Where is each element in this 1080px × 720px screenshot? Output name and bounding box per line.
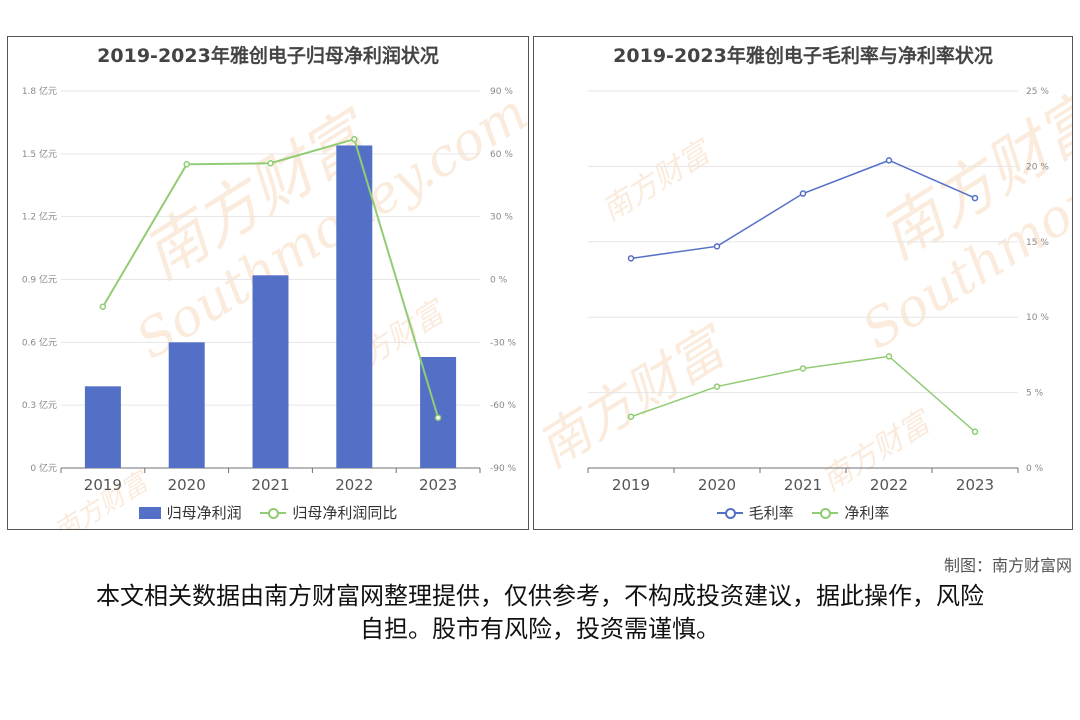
line-swatch	[716, 507, 743, 519]
x-tick-label: 2022	[870, 476, 908, 494]
data-point	[799, 365, 807, 372]
x-tick-label: 2021	[251, 476, 289, 494]
margin-chart-panel: 南方财富 Southmoney.com 南方财富 南方财富 南方财富 2019-…	[533, 36, 1073, 530]
y-tick-label: 20 %	[1026, 162, 1049, 172]
y-tick-label: 0 亿元	[30, 462, 57, 474]
y-tick-label: 10 %	[1026, 313, 1049, 323]
bar	[84, 386, 121, 468]
y-tick-label: 0.6 亿元	[22, 336, 57, 348]
legend-label: 归母净利润	[166, 504, 242, 522]
bar	[252, 275, 289, 468]
data-point	[627, 255, 635, 262]
data-point	[267, 160, 274, 167]
x-tick-label: 2020	[698, 476, 736, 494]
line-swatch	[812, 507, 839, 519]
data-point	[713, 243, 721, 250]
chart-credit: 制图：南方财富网	[943, 556, 1072, 575]
bar	[168, 342, 205, 468]
line-swatch	[260, 507, 287, 519]
chart-title: 2019-2023年雅创电子毛利率与净利率状况	[613, 45, 993, 67]
y2-tick-label: 30 %	[490, 213, 513, 223]
legend: 归母净利润 归母净利润同比	[8, 502, 528, 523]
series-line-gross-margin	[630, 159, 976, 260]
y-tick-label: 5 %	[1026, 389, 1044, 399]
y-tick-label: 0 %	[1026, 464, 1044, 474]
y2-tick-label: -60 %	[490, 401, 517, 411]
x-tick-label: 2022	[335, 476, 373, 494]
x-tick-label: 2023	[956, 476, 994, 494]
data-point	[885, 157, 893, 164]
data-point	[713, 383, 721, 390]
x-tick-label: 2021	[784, 476, 822, 494]
margin-chart: 0 % 5 % 10 % 15 % 20 % 25 % 2019 2020 2021 2022 20…	[587, 87, 1049, 494]
y-tick-label: 25 %	[1026, 87, 1049, 97]
data-point	[971, 194, 979, 202]
y2-tick-label: -90 %	[490, 464, 517, 474]
disclaimer-text: 本文相关数据由南方财富网整理提供，仅供参考，不构成投资建议，据此操作，风险自担。…	[96, 582, 984, 643]
legend-item-gross-margin[interactable]: 毛利率	[716, 502, 794, 523]
data-point	[885, 353, 893, 360]
legend-label: 净利率	[844, 504, 890, 522]
y-tick-label: 1.5 亿元	[22, 148, 57, 160]
data-point	[183, 161, 190, 168]
chart-title: 2019-2023年雅创电子归母净利润状况	[97, 45, 439, 67]
y-tick-label: 0.3 亿元	[22, 399, 57, 411]
x-tick-label: 2019	[84, 476, 122, 494]
data-point	[627, 413, 635, 420]
x-tick-label: 2020	[168, 476, 206, 494]
net-profit-chart-panel: 南方财富 Southmoney.com 南方财富 南方财富 2019-2023年…	[7, 36, 529, 530]
y2-tick-label: 0 %	[490, 276, 508, 286]
data-point	[99, 303, 107, 310]
y-tick-label: 0.9 亿元	[22, 274, 57, 286]
bar-swatch	[138, 506, 161, 519]
data-point	[351, 135, 358, 143]
data-point	[434, 414, 442, 421]
x-tick-label: 2023	[419, 476, 457, 494]
legend-label: 归母净利润同比	[292, 504, 398, 522]
legend-label: 毛利率	[748, 504, 794, 522]
y-tick-label: 1.2 亿元	[22, 211, 57, 223]
y2-tick-label: 90 %	[490, 87, 513, 97]
legend: 毛利率 净利率	[534, 502, 1072, 523]
bar	[336, 145, 373, 468]
x-tick-label: 2019	[612, 476, 650, 494]
data-point	[799, 190, 807, 197]
y2-tick-label: -30 %	[490, 338, 517, 348]
y2-tick-label: 60 %	[490, 150, 513, 160]
y-tick-label: 1.8 亿元	[22, 85, 57, 97]
y-tick-label: 15 %	[1026, 238, 1049, 248]
data-point	[971, 428, 979, 436]
legend-item-net-profit-yoy[interactable]: 归母净利润同比	[260, 502, 397, 523]
legend-item-net-profit[interactable]: 归母净利润	[138, 502, 242, 523]
net-profit-chart: 0 亿元 -90 % 0.3 亿元 -60 % 0.6 亿元 -30 % 0.9 亿元 0 %…	[22, 85, 517, 494]
legend-item-net-margin[interactable]: 净利率	[812, 502, 889, 523]
